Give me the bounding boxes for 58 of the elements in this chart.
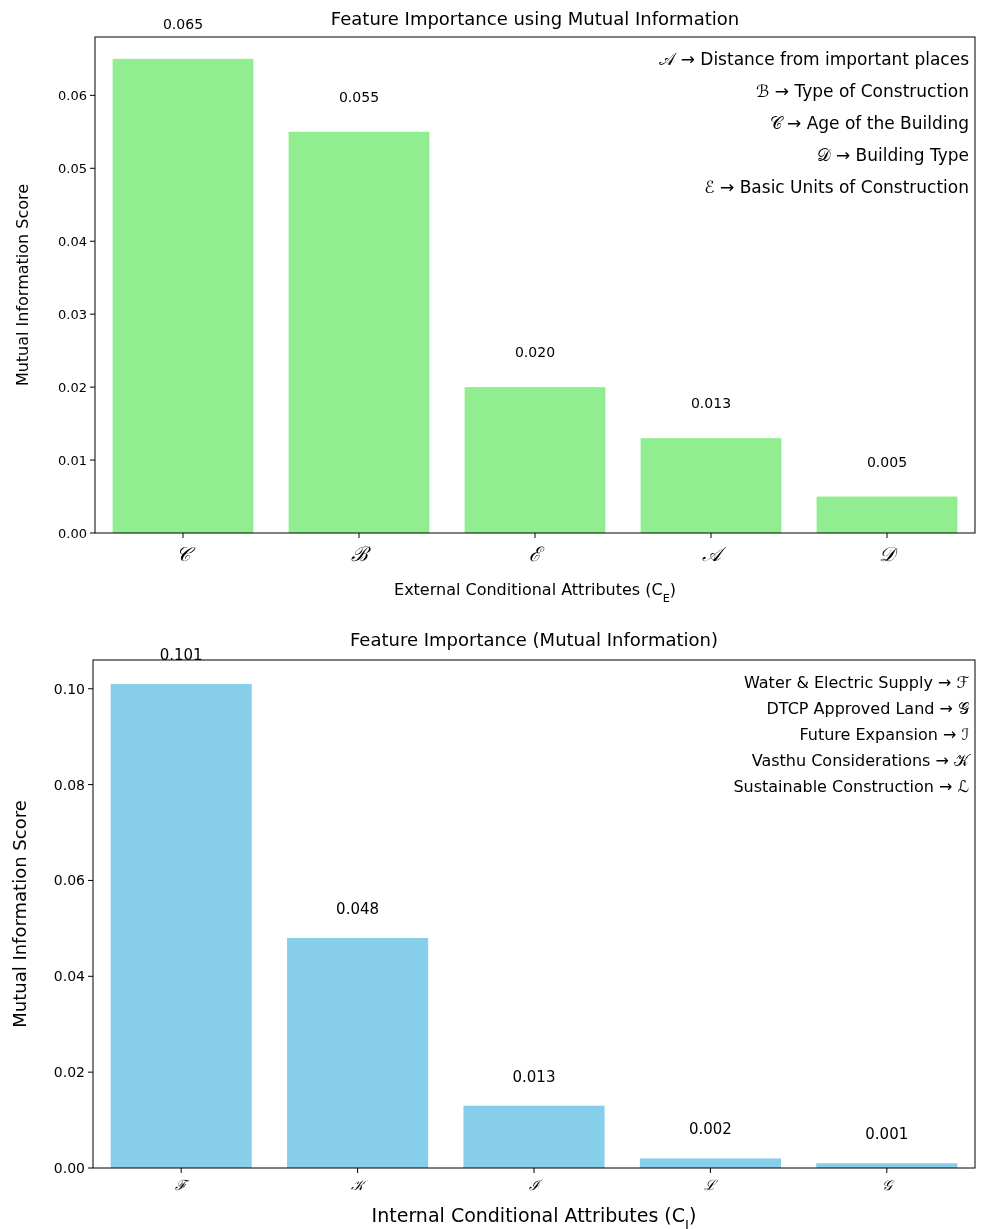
y-axis-title: Mutual Information Score [9,800,30,1028]
y-tick-label: 0.00 [58,525,87,541]
x-tick-label: 𝒦 [351,1177,370,1193]
bar [464,387,606,533]
bar [288,131,430,533]
x-axis-title: Internal Conditional Attributes (C$_{I}$) [371,1204,697,1229]
chart-title: Feature Importance using Mutual Information [330,8,740,29]
x-tick-label: ℬ [350,542,371,566]
y-tick-label: 0.05 [58,160,87,176]
bar [639,1158,781,1168]
annotation: ℬ → Type of Construction [756,81,969,101]
data-label: 0.020 [514,344,556,361]
y-tick-label: 0.08 [53,776,85,793]
data-label: 0.002 [688,1120,732,1139]
x-tick-label: ℐ [529,1177,543,1193]
data-label: 0.101 [159,645,203,664]
bar [110,683,252,1168]
bar [112,58,254,533]
y-tick-label: 0.03 [58,306,87,322]
x-tick-label: 𝒜 [701,542,727,566]
annotation: 𝒞 → Age of the Building [769,113,969,133]
data-label: 0.055 [338,88,380,105]
x-tick-label: 𝒞 [175,542,196,566]
y-axis-title: Mutual Information Score [13,183,32,387]
y-tick-label: 0.06 [58,87,87,103]
data-label: 0.065 [162,15,204,32]
data-label: 0.013 [512,1067,556,1086]
y-tick-label: 0.04 [58,233,87,249]
data-label: 0.005 [866,453,908,470]
data-label: 0.013 [690,395,732,412]
data-label: 0.001 [865,1125,909,1144]
y-tick-label: 0.04 [53,968,86,985]
y-tick-label: 0.10 [53,680,85,697]
annotation: Vasthu Considerations → 𝒦 [751,751,971,770]
y-tick-label: 0.02 [53,1064,85,1081]
x-tick-label: 𝒢 [881,1177,894,1193]
bar [287,937,429,1168]
annotation: Water & Electric Supply → ℱ [744,673,970,692]
y-tick-label: 0.06 [53,872,86,889]
bar [640,438,782,533]
annotation: DTCP Approved Land → 𝒢 [766,699,970,718]
annotation: Sustainable Construction → ℒ [733,777,969,796]
y-tick-label: 0.02 [58,379,87,395]
x-tick-label: 𝒟 [879,542,899,566]
x-tick-label: ℰ [529,542,545,566]
data-label: 0.048 [336,899,380,918]
annotation: Future Expansion → ℐ [799,725,970,744]
annotation: 𝒜 → Distance from important places [659,49,970,69]
chart-title: Feature Importance (Mutual Information) [349,629,719,650]
annotation: ℰ → Basic Units of Construction [704,177,969,197]
bar [463,1105,605,1168]
bar [816,496,958,533]
x-tick-label: ℱ [175,1177,191,1193]
y-tick-label: 0.01 [58,452,87,468]
x-tick-label: ℒ [704,1177,719,1193]
annotation: 𝒟 → Building Type [816,145,969,165]
y-tick-label: 0.00 [53,1159,85,1176]
x-axis-title: External Conditional Attributes (C$_{E}$) [394,580,676,605]
